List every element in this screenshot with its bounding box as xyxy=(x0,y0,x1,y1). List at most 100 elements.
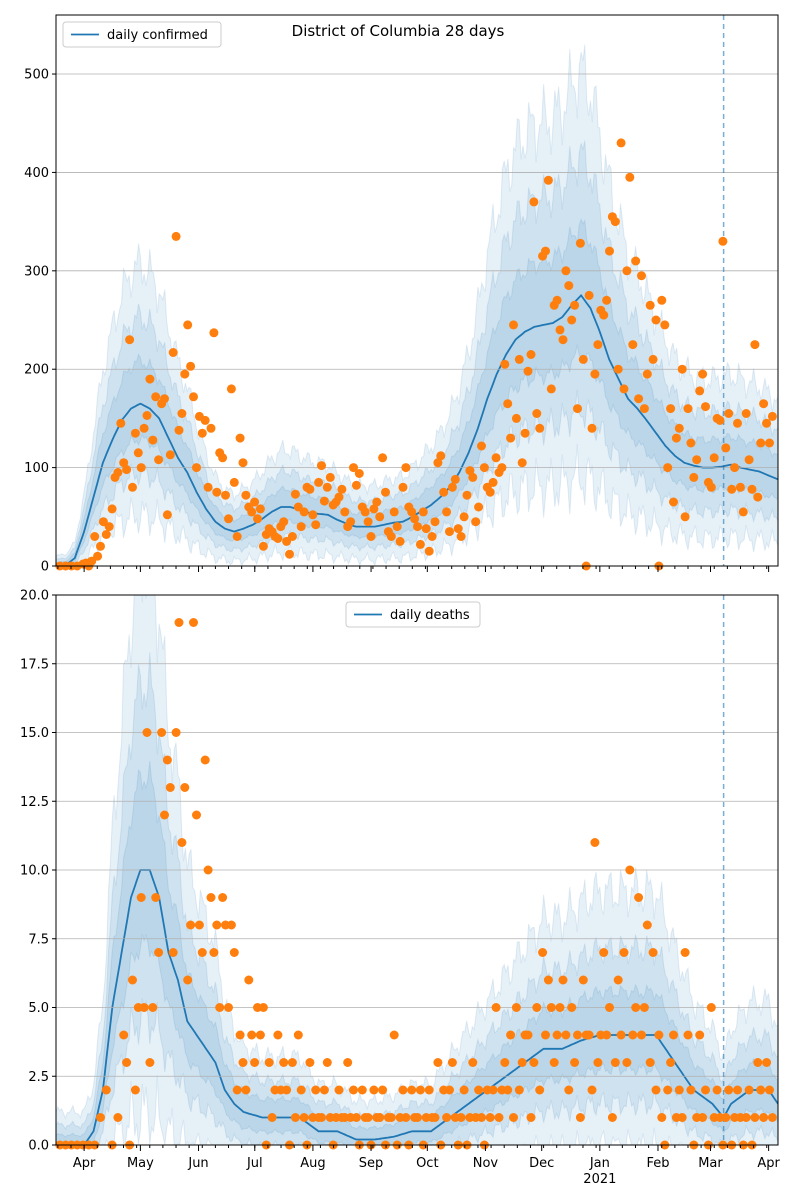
confirmed-data-point xyxy=(529,197,539,207)
deaths-data-point xyxy=(218,893,228,902)
confirmed-data-point xyxy=(381,487,390,497)
confirmed-data-point xyxy=(689,472,699,482)
deaths-data-point xyxy=(319,1085,329,1095)
confirmed-data-point xyxy=(107,504,117,514)
confirmed-data-point xyxy=(139,423,149,433)
confirmed-data-point xyxy=(765,438,774,448)
confirmed-data-point xyxy=(346,517,356,527)
deaths-data-point xyxy=(698,1113,708,1122)
confirmed-data-point xyxy=(767,411,777,421)
confirmed-data-point xyxy=(174,425,184,435)
confirmed-data-point xyxy=(535,423,545,433)
deaths-ytick-label: 20.0 xyxy=(20,589,49,604)
confirmed-data-point xyxy=(686,438,696,448)
deaths-legend-box xyxy=(345,601,481,628)
deaths-data-point xyxy=(229,948,239,957)
deaths-data-point xyxy=(541,1030,550,1040)
confirmed-data-point xyxy=(128,482,137,492)
confirmed-data-point xyxy=(570,300,580,310)
confirmed-data-point xyxy=(628,340,638,350)
deaths-data-point xyxy=(247,1030,257,1040)
confirmed-data-point xyxy=(442,507,452,517)
confirmed-data-point xyxy=(666,404,676,414)
deaths-data-point xyxy=(194,920,204,930)
confirmed-data-point xyxy=(351,480,361,490)
deaths-data-point xyxy=(564,1085,574,1095)
deaths-data-point xyxy=(305,1058,315,1067)
confirmed-data-point xyxy=(692,455,702,465)
deaths-data-point xyxy=(669,1030,678,1040)
deaths-ytick-label: 15.0 xyxy=(20,726,49,741)
deaths-data-point xyxy=(555,1003,565,1012)
confirmed-data-point xyxy=(663,463,673,473)
confirmed-data-point xyxy=(605,246,614,256)
xtick-label-month: Jan xyxy=(589,1156,610,1171)
confirmed-data-point xyxy=(421,524,431,534)
confirmed-data-point xyxy=(160,394,169,404)
confirmed-data-point xyxy=(308,510,318,520)
confirmed-data-point xyxy=(735,482,745,492)
deaths-data-point xyxy=(578,975,588,985)
deaths-data-point xyxy=(756,1085,766,1095)
deaths-data-point xyxy=(639,1003,649,1012)
deaths-data-point xyxy=(186,920,196,930)
confirmed-data-point xyxy=(497,463,507,473)
deaths-ytick-label: 7.5 xyxy=(28,932,49,947)
deaths-data-point xyxy=(317,1113,326,1122)
confirmed-data-point xyxy=(287,532,297,541)
deaths-data-point xyxy=(343,1058,353,1067)
deaths-data-point xyxy=(599,948,609,957)
confirmed-data-point xyxy=(471,517,481,527)
confirmed-data-point xyxy=(122,465,132,475)
confirmed-data-point xyxy=(285,549,294,559)
deaths-data-point xyxy=(677,1113,687,1122)
confirmed-data-point xyxy=(500,359,510,369)
deaths-data-point xyxy=(226,920,236,930)
confirmed-data-point xyxy=(386,532,396,541)
confirmed-data-point xyxy=(698,369,708,379)
xtick-label-month: Oct xyxy=(416,1156,438,1171)
confirmed-ytick-label: 300 xyxy=(24,264,49,279)
deaths-data-point xyxy=(264,1058,274,1067)
confirmed-data-point xyxy=(87,556,97,566)
confirmed-data-point xyxy=(610,217,620,227)
confirmed-data-point xyxy=(584,290,594,300)
confirmed-data-point xyxy=(168,348,178,357)
deaths-data-point xyxy=(506,1030,516,1040)
confirmed-data-point xyxy=(573,404,582,414)
deaths-data-point xyxy=(573,1030,582,1040)
confirmed-data-point xyxy=(695,386,705,396)
confirmed-data-point xyxy=(221,490,230,500)
deaths-data-point xyxy=(706,1003,716,1012)
confirmed-legend-box xyxy=(62,21,222,48)
xtick-label-month: Apr xyxy=(73,1156,96,1171)
deaths-data-point xyxy=(386,1113,396,1122)
confirmed-data-point xyxy=(526,350,536,359)
confirmed-data-point xyxy=(520,428,530,438)
confirmed-data-point xyxy=(136,463,146,473)
confirmed-data-point xyxy=(171,231,181,241)
deaths-data-point xyxy=(651,1085,661,1095)
deaths-data-point xyxy=(538,948,548,957)
confirmed-data-point xyxy=(90,532,100,541)
deaths-data-point xyxy=(468,1058,478,1067)
deaths-data-point xyxy=(290,1113,300,1122)
confirmed-data-point xyxy=(645,300,655,310)
deaths-data-point xyxy=(593,1058,603,1067)
confirmed-data-point xyxy=(334,492,344,502)
deaths-data-point xyxy=(514,1085,524,1095)
xtick-label-month: Jun xyxy=(187,1156,208,1171)
confirmed-data-point xyxy=(218,453,228,463)
deaths-data-point xyxy=(203,865,213,875)
confirmed-data-point xyxy=(113,468,123,477)
deaths-data-point xyxy=(282,1085,292,1095)
confirmed-data-point xyxy=(634,394,644,404)
confirmed-data-point xyxy=(671,433,681,443)
deaths-data-point xyxy=(753,1058,763,1067)
confirmed-data-point xyxy=(564,281,574,291)
confirmed-data-point xyxy=(247,507,257,517)
deaths-data-point xyxy=(375,1113,385,1122)
deaths-data-point xyxy=(549,1058,559,1067)
deaths-data-point xyxy=(171,728,181,737)
deaths-data-point xyxy=(209,948,219,957)
